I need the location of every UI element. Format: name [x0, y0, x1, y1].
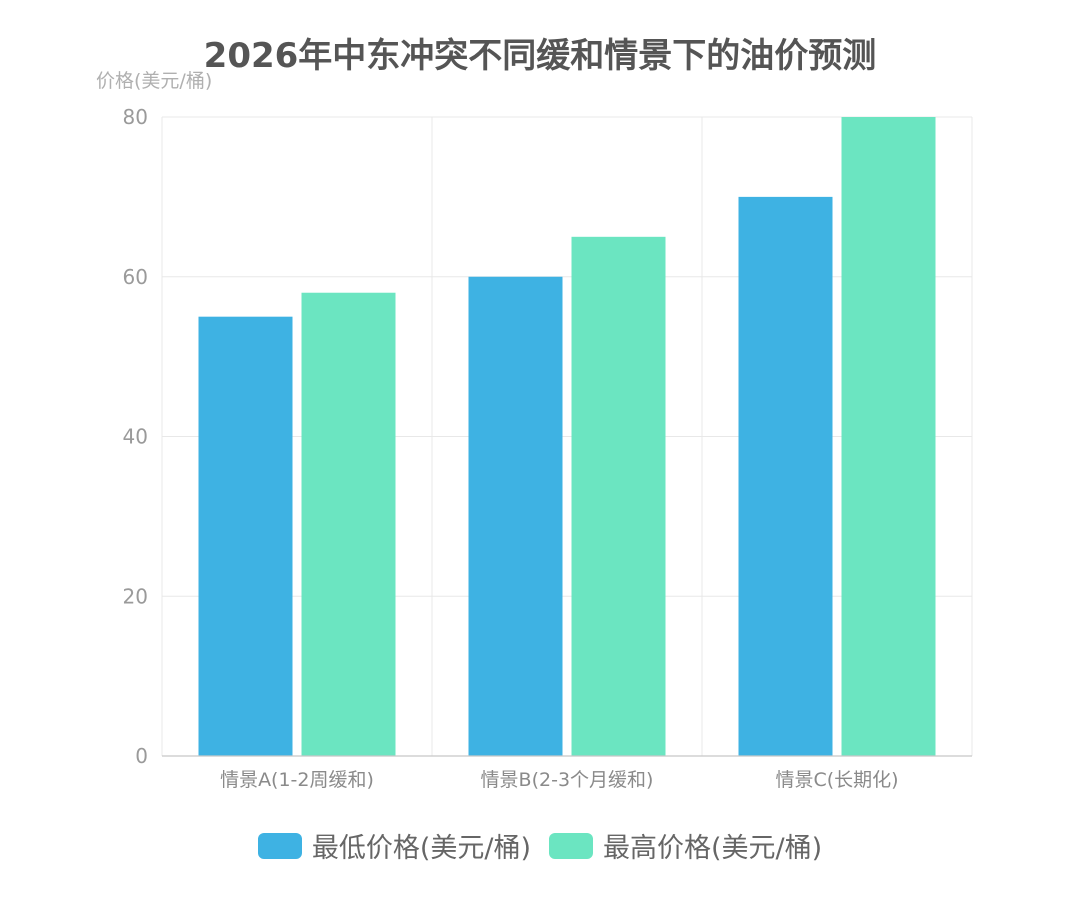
legend-label: 最高价格(美元/桶) — [603, 833, 823, 864]
y-tick-label: 0 — [135, 744, 148, 768]
x-tick-label: 情景B(2-3个月缓和) — [481, 769, 654, 791]
bar-max-1 — [571, 236, 666, 756]
legend-item[interactable]: 最高价格(美元/桶) — [549, 826, 822, 865]
y-tick-label: 60 — [123, 265, 148, 289]
x-tick-label: 情景A(1-2周缓和) — [220, 769, 374, 791]
x-tick-label: 情景C(长期化) — [775, 769, 898, 791]
bar-max-2 — [841, 117, 936, 756]
grid-layer — [161, 116, 973, 756]
bar-min-2 — [738, 196, 833, 756]
legend-swatch — [257, 832, 302, 859]
bar-min-0 — [198, 316, 293, 756]
y-tick-label: 20 — [123, 584, 148, 608]
y-axis-label: 价格(美元/桶) — [96, 70, 213, 92]
y-tick-label: 40 — [123, 425, 148, 449]
bar-max-0 — [301, 292, 396, 756]
legend-label: 最低价格(美元/桶) — [311, 833, 531, 864]
legend: 最低价格(美元/桶) 最高价格(美元/桶) — [0, 826, 1080, 865]
axis-layer: 0 20 40 60 80 情景A(1-2周缓和) 情景B(2-3个月缓和) 情景C(长期化) — [123, 105, 972, 791]
legend-item[interactable]: 最低价格(美元/桶) — [257, 826, 531, 865]
bars-layer — [198, 117, 936, 756]
bar-min-1 — [468, 276, 563, 756]
legend-swatch — [549, 832, 593, 859]
chart-title: 2026年中东冲突不同缓和情景下的油价预测 — [203, 36, 877, 76]
y-tick-label: 80 — [123, 105, 148, 129]
